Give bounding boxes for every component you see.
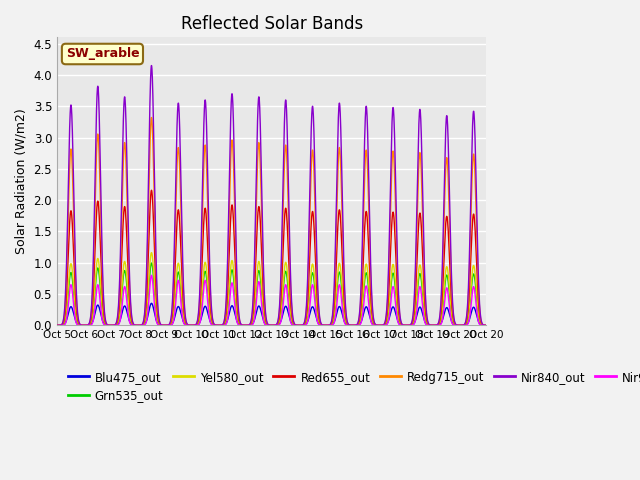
Legend: Blu475_out, Grn535_out, Yel580_out, Red655_out, Redg715_out, Nir840_out, Nir945_: Blu475_out, Grn535_out, Yel580_out, Red6… <box>63 366 640 407</box>
Y-axis label: Solar Radiation (W/m2): Solar Radiation (W/m2) <box>15 108 28 254</box>
Text: SW_arable: SW_arable <box>66 48 140 60</box>
Title: Reflected Solar Bands: Reflected Solar Bands <box>180 15 363 33</box>
